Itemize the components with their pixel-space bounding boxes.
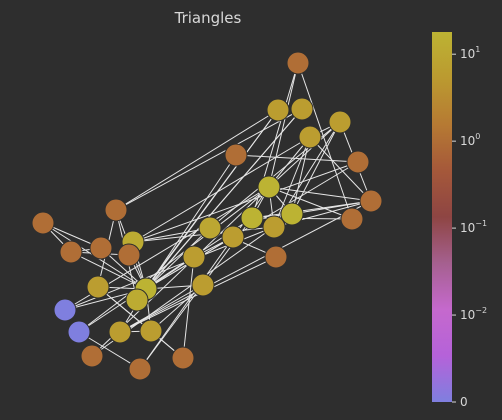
chart-title: Triangles: [174, 9, 242, 27]
network-node: [280, 202, 304, 226]
network-edge: [273, 136, 311, 228]
network-node: [328, 110, 352, 134]
network-edge: [78, 186, 270, 333]
network-node: [266, 98, 290, 122]
network-node: [128, 357, 152, 381]
network-node: [125, 288, 149, 312]
network-node: [298, 125, 322, 149]
edges-layer: [42, 62, 372, 370]
network-node: [67, 320, 91, 344]
network-node: [240, 206, 264, 230]
network-node: [340, 207, 364, 231]
network-node: [104, 198, 128, 222]
network-node: [224, 143, 248, 167]
network-edge: [115, 109, 279, 211]
colorbar-tick-label: 100: [460, 132, 480, 148]
network-edge: [291, 121, 341, 215]
network-node: [139, 319, 163, 343]
network-edge: [136, 109, 279, 301]
network-edge: [119, 200, 372, 333]
network-node: [80, 344, 104, 368]
network-edge: [291, 200, 372, 215]
network-edge: [182, 256, 195, 359]
network-node: [191, 273, 215, 297]
colorbar-tick-label: 0: [460, 395, 468, 409]
network-edge: [145, 154, 237, 290]
network-node: [171, 346, 195, 370]
network-edge: [78, 331, 141, 370]
nodes-layer: [31, 51, 383, 381]
network-edge: [145, 227, 211, 290]
network-edge: [268, 121, 341, 188]
network-edge: [119, 284, 204, 333]
colorbar-tick-label: 101: [460, 45, 480, 61]
colorbar-ticks: 101 100 10−1 10−2 0: [452, 45, 487, 409]
network-node: [257, 175, 281, 199]
network-edge: [132, 136, 311, 243]
network-node: [346, 150, 370, 174]
network-edge: [115, 108, 303, 211]
network-node: [221, 225, 245, 249]
network-node: [59, 240, 83, 264]
colorbar: [432, 32, 452, 402]
network-node: [86, 275, 110, 299]
network-edge: [291, 136, 311, 215]
network-node: [89, 236, 113, 260]
network-node: [290, 97, 314, 121]
network-edge: [309, 136, 372, 202]
network-node: [359, 189, 383, 213]
network-node: [286, 51, 310, 75]
network-node: [198, 216, 222, 240]
colorbar-tick-label: 10−2: [460, 306, 487, 322]
network-edge: [297, 62, 353, 220]
network-node: [264, 245, 288, 269]
colorbar-tick-label: 10−1: [460, 219, 487, 235]
network-node: [117, 243, 141, 267]
network-edge: [268, 186, 372, 202]
network-edge: [268, 62, 299, 188]
network-node: [53, 298, 77, 322]
network-edge: [235, 154, 359, 163]
network-node: [182, 245, 206, 269]
network-edge: [132, 161, 359, 243]
network-node: [262, 215, 286, 239]
network-node: [31, 211, 55, 235]
network-node: [108, 320, 132, 344]
network-edge: [268, 186, 353, 220]
